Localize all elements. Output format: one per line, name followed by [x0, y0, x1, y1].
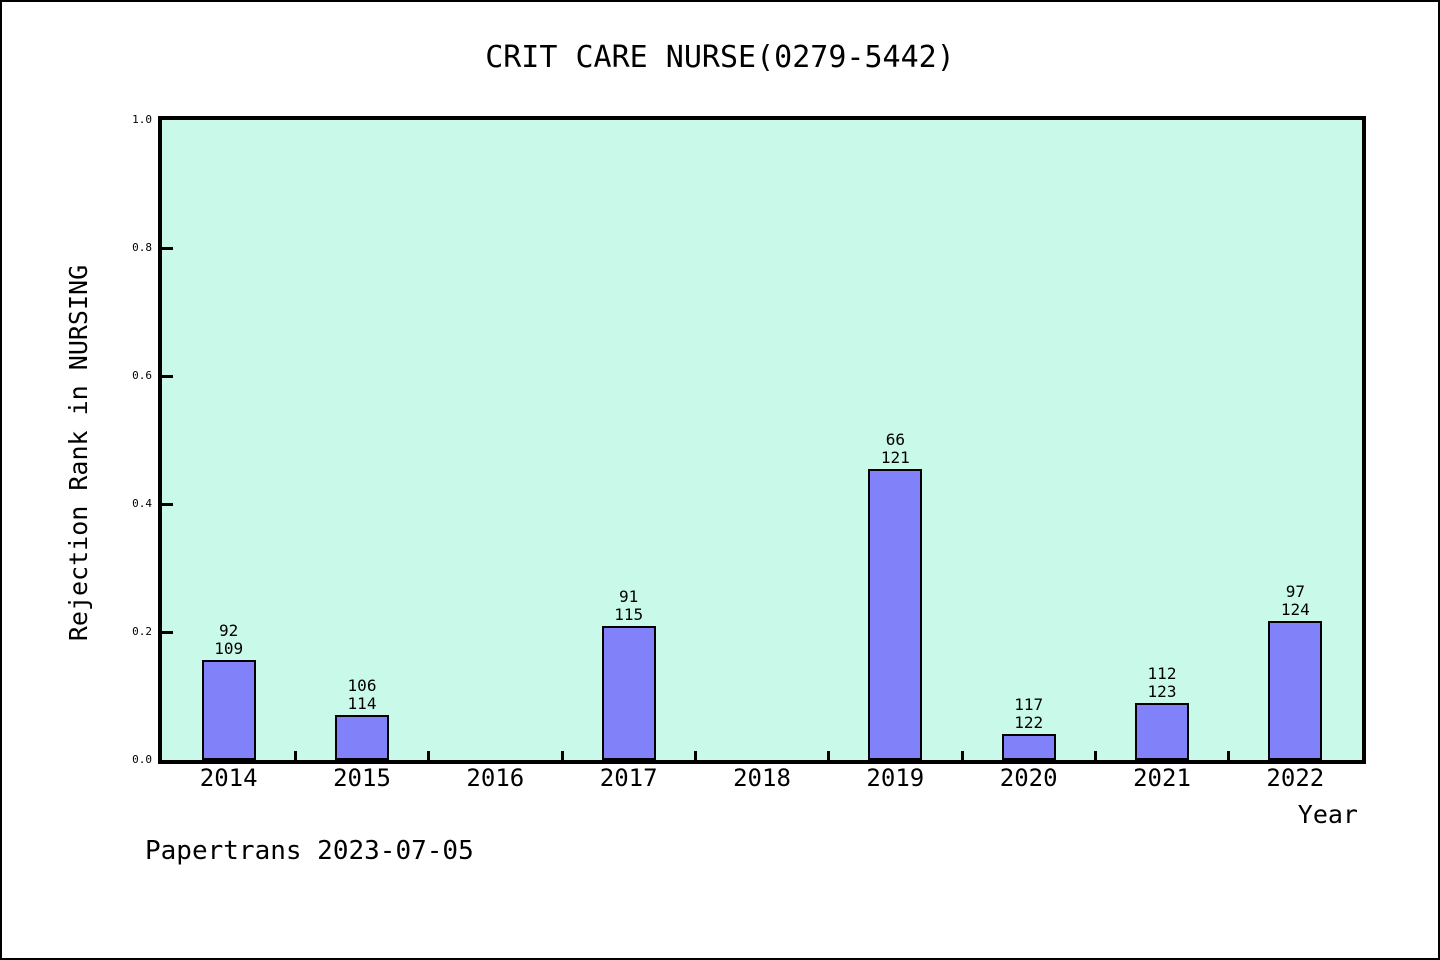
x-tick-label-2014: 2014 — [199, 764, 258, 792]
x-axis-tick — [560, 751, 564, 760]
y-axis-tick — [162, 374, 173, 378]
bar-2017 — [601, 626, 656, 760]
watermark-text: Papertrans 2023-07-05 — [145, 836, 474, 866]
y-tick-label-1.0: 1.0 — [132, 113, 152, 126]
x-tick-label-2017: 2017 — [599, 764, 658, 792]
x-tick-label-2016: 2016 — [466, 764, 525, 792]
y-axis-label: Rejection Rank in NURSING — [64, 264, 93, 642]
y-tick-label-0.4: 0.4 — [132, 497, 152, 510]
x-tick-label-2018: 2018 — [733, 764, 791, 792]
x-tick-label-2019: 2019 — [866, 764, 925, 792]
x-tick-label-2021: 2021 — [1133, 764, 1191, 792]
y-axis-tick — [162, 502, 173, 506]
x-axis-tick — [960, 751, 964, 760]
y-tick-label-0.2: 0.2 — [132, 625, 152, 638]
y-axis-tick — [162, 246, 173, 250]
bar-value-label-2017: 91 115 — [614, 587, 644, 624]
bar-2015 — [335, 715, 389, 760]
bar-2014 — [201, 660, 256, 760]
x-axis-tick — [827, 751, 831, 760]
bar-value-label-2022: 97 124 — [1280, 582, 1310, 619]
bar-2019 — [868, 469, 923, 760]
chart-title: CRIT CARE NURSE(0279-5442) — [485, 40, 955, 75]
x-axis-tick — [1093, 751, 1097, 760]
x-tick-label-2020: 2020 — [999, 764, 1058, 792]
bar-2022 — [1268, 621, 1323, 760]
x-axis-tick — [693, 751, 697, 760]
x-axis-tick — [1227, 751, 1231, 760]
x-tick-label-2022: 2022 — [1266, 764, 1325, 792]
bar-2020 — [1001, 734, 1056, 760]
x-tick-label-2015: 2015 — [333, 764, 391, 792]
bar-value-label-2020: 117 122 — [1014, 695, 1044, 732]
y-tick-label-0.0: 0.0 — [132, 753, 152, 766]
bar-value-label-2015: 106 114 — [347, 676, 377, 713]
y-tick-label-0.6: 0.6 — [132, 369, 152, 382]
plot-area: 92 109 106 114 91 115 66 121 117 122 112 123 9… — [158, 116, 1366, 764]
x-axis-tick — [293, 751, 297, 760]
y-tick-label-0.8: 0.8 — [132, 241, 152, 254]
bar-value-label-2019: 66 121 — [880, 430, 910, 467]
x-axis-label: Year — [1297, 800, 1358, 829]
bar-value-label-2021: 112 123 — [1147, 664, 1177, 701]
bar-value-label-2014: 92 109 — [214, 621, 244, 658]
y-axis-tick — [162, 630, 173, 634]
bar-2021 — [1135, 703, 1189, 760]
x-axis-tick — [427, 751, 431, 760]
